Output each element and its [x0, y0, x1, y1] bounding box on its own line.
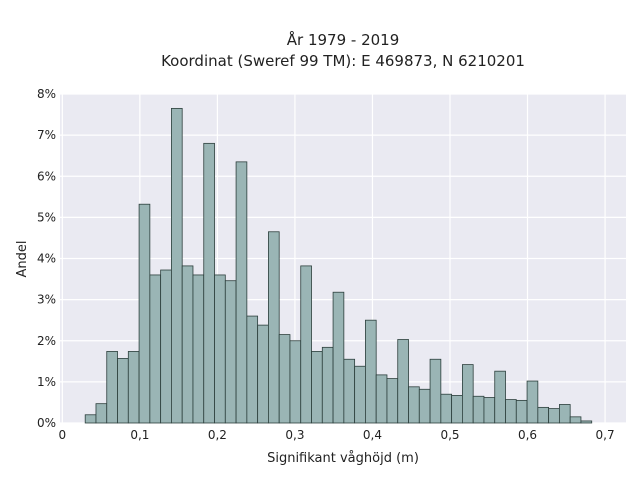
histogram-bar [526, 380, 539, 424]
histogram-bar [569, 416, 582, 424]
y-tick-label: 5% [37, 210, 56, 224]
histogram-bar [203, 142, 215, 424]
histogram-bar [515, 399, 528, 424]
histogram-bar [354, 365, 366, 424]
histogram-bar [332, 291, 345, 424]
y-axis-ticks: 0% 1% 2% 3% 4% 5% 6% 7% 8% [37, 87, 56, 430]
x-axis-ticks: 0 0,1 0,2 0,3 0,4 0,5 0,6 0,7 [59, 428, 615, 442]
histogram-bar [149, 274, 162, 424]
y-tick-label: 3% [37, 293, 56, 307]
histogram-bar [429, 358, 442, 424]
histogram-bar [580, 420, 593, 424]
x-tick-label: 0,1 [130, 428, 149, 442]
x-tick-label: 0,5 [440, 428, 459, 442]
histogram-bar [224, 280, 237, 424]
y-tick-label: 6% [37, 169, 56, 183]
histogram-bar [472, 395, 485, 424]
histogram-bar [246, 315, 259, 424]
histogram-bar [192, 274, 205, 424]
x-axis-label: Signifikant våghöjd (m) [267, 451, 419, 466]
x-tick-label: 0,3 [285, 428, 304, 442]
y-tick-label: 0% [37, 416, 56, 430]
histogram-bar [397, 339, 409, 424]
chart-subtitle: Koordinat (Sweref 99 TM): E 469873, N 62… [161, 52, 525, 70]
histogram-bar [311, 351, 323, 424]
histogram-bar [268, 231, 280, 424]
histogram-bar [117, 358, 129, 424]
histogram-bar [418, 388, 431, 424]
histogram-bar [181, 265, 194, 424]
x-tick-label: 0,4 [363, 428, 382, 442]
y-tick-label: 4% [37, 252, 56, 266]
histogram-bar [257, 324, 269, 424]
histogram-bar [343, 358, 356, 424]
histogram-bar [138, 203, 151, 424]
histogram-bar [537, 406, 550, 424]
histogram-bar [440, 393, 453, 424]
y-tick-label: 8% [37, 87, 56, 101]
histogram-bar [84, 414, 97, 424]
histogram-bar [171, 107, 183, 424]
histogram-bar [127, 351, 140, 424]
histogram-bar [235, 161, 248, 424]
y-tick-label: 1% [37, 375, 56, 389]
histogram-bar [408, 386, 420, 424]
histogram-bar [558, 404, 571, 424]
bars [84, 107, 593, 424]
histogram-bar [321, 346, 334, 424]
y-tick-label: 7% [37, 128, 56, 142]
x-tick-label: 0 [59, 428, 67, 442]
histogram-bar [462, 364, 474, 424]
x-tick-label: 0,6 [518, 428, 537, 442]
histogram-bar [365, 319, 377, 424]
histogram-bar [375, 374, 388, 424]
histogram-bar [483, 397, 496, 424]
histogram-bar [289, 340, 302, 424]
x-tick-label: 0,2 [208, 428, 227, 442]
histogram-bar [160, 269, 172, 424]
histogram-bar [106, 351, 118, 424]
chart-title: År 1979 - 2019 [287, 30, 400, 49]
histogram-bar [451, 395, 463, 424]
histogram-bar [278, 334, 291, 424]
histogram-bar [494, 370, 506, 424]
x-tick-label: 0,7 [596, 428, 615, 442]
histogram-bar [300, 265, 312, 424]
y-axis-label: Andel [15, 241, 30, 278]
histogram-bar [548, 408, 560, 424]
y-tick-label: 2% [37, 334, 56, 348]
histogram-bar [505, 399, 517, 424]
histogram-bar [214, 274, 226, 424]
histogram-bar [386, 378, 399, 424]
histogram-bar [95, 403, 108, 424]
